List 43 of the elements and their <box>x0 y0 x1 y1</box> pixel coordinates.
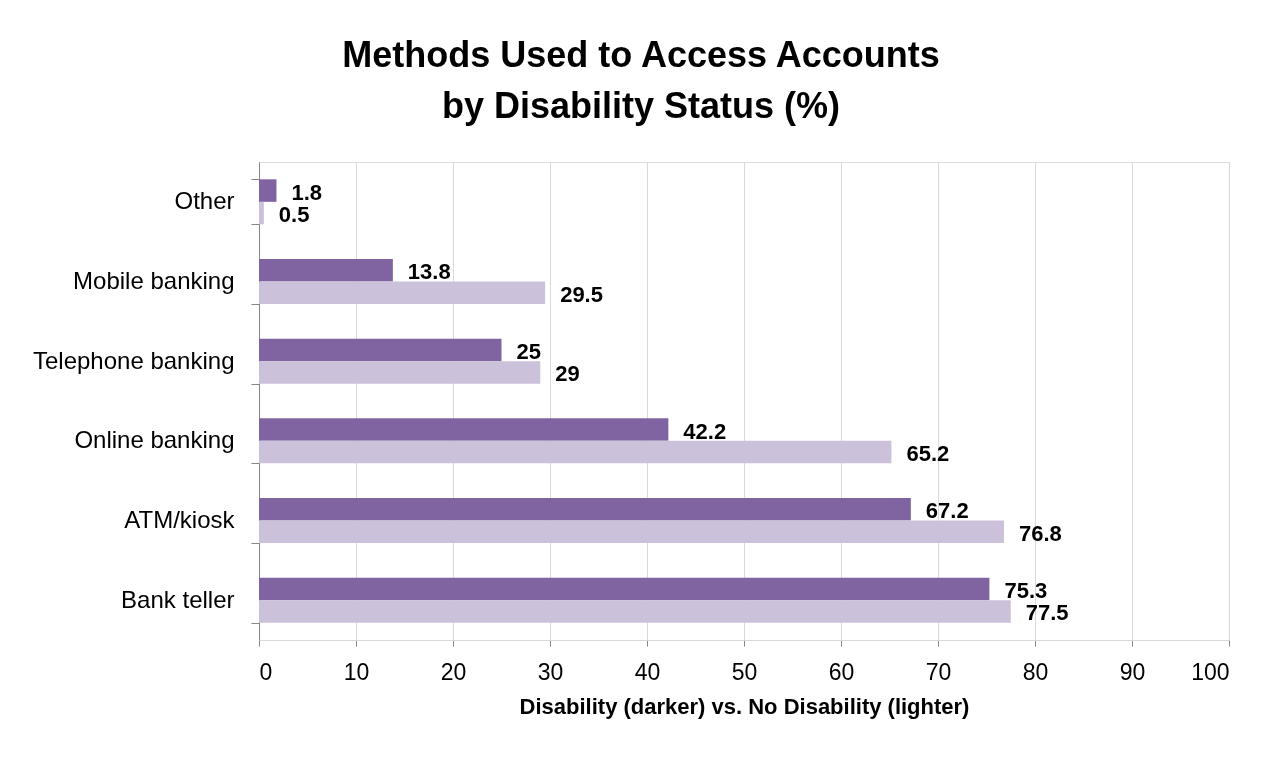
y-tick-label: Other <box>174 187 235 215</box>
bar <box>259 520 1004 544</box>
y-tick-label: Online banking <box>74 426 235 454</box>
y-tick-label: Mobile banking <box>73 267 235 294</box>
bar <box>259 497 911 521</box>
x-tick-label: 10 <box>343 658 370 685</box>
x-tick-label: 50 <box>731 658 758 685</box>
y-tick-label: Telephone banking <box>32 346 235 374</box>
data-label: 67.2 <box>925 498 969 524</box>
data-label: 77.5 <box>1025 600 1069 626</box>
bar <box>259 600 1011 623</box>
data-label: 1.8 <box>291 179 323 205</box>
data-label: 75.3 <box>1004 577 1048 603</box>
bar <box>259 338 502 362</box>
x-tick-label: 20 <box>440 658 467 685</box>
x-tick-label: 30 <box>537 658 564 685</box>
data-label: 42.2 <box>683 418 727 444</box>
bar <box>259 577 990 601</box>
data-label: 29.5 <box>560 281 603 307</box>
data-label: 0.5 <box>278 202 310 228</box>
bar <box>259 418 669 441</box>
bar <box>259 258 393 282</box>
bar <box>259 201 264 225</box>
y-tick-label: ATM/kiosk <box>124 506 236 533</box>
x-tick-label: 40 <box>634 658 661 685</box>
x-tick-label: 0 <box>259 658 273 685</box>
x-tick-label: 70 <box>925 658 952 685</box>
chart-title: Methods Used to Access Accounts by Disability Status (%) <box>342 34 940 126</box>
bar <box>259 281 546 305</box>
x-tick-label: 60 <box>828 658 855 685</box>
data-label: 76.8 <box>1018 520 1062 546</box>
data-label: 13.8 <box>407 259 451 285</box>
data-label: 65.2 <box>906 441 950 467</box>
x-tick-label: 90 <box>1119 658 1146 685</box>
data-label: 25 <box>516 338 541 364</box>
y-tick-label: Bank teller <box>121 585 235 613</box>
data-label: 29 <box>555 361 580 387</box>
bar <box>259 440 892 464</box>
x-axis-title: Disability (darker) vs. No Disability (lighter) <box>519 693 970 719</box>
bar <box>259 361 541 384</box>
x-tick-label: 100 <box>1191 658 1230 685</box>
bar <box>259 179 277 202</box>
x-tick-label: 80 <box>1022 658 1049 685</box>
